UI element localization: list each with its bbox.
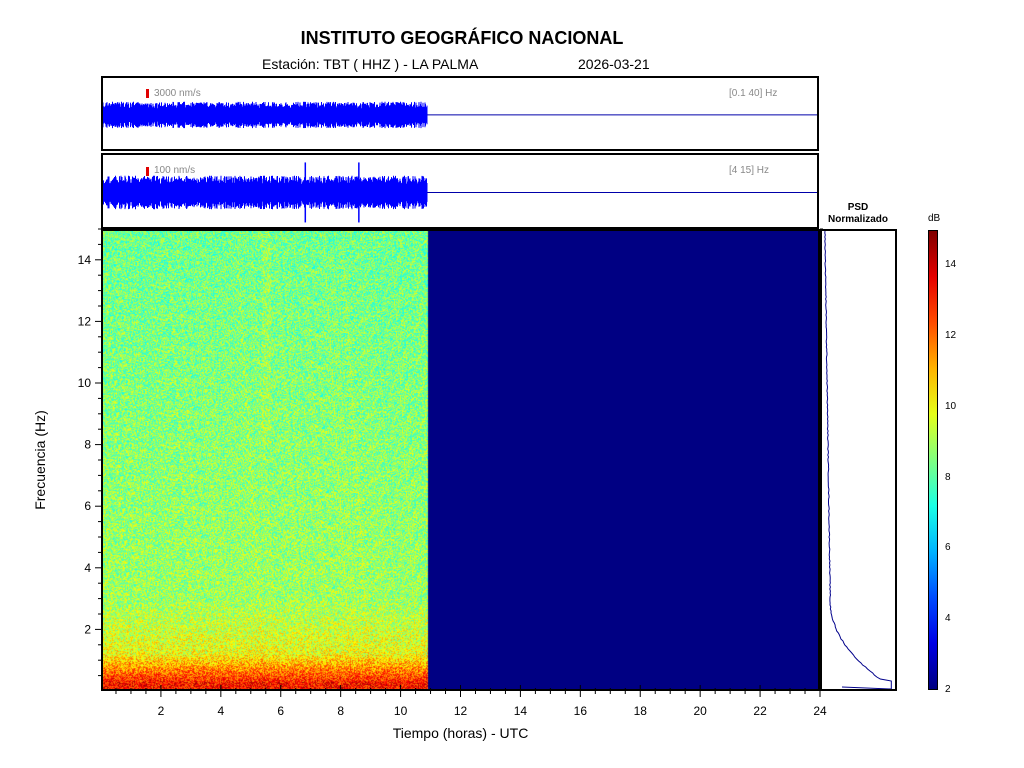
psd-title: PSD Normalizado bbox=[818, 202, 898, 226]
page-title: INSTITUTO GEOGRÁFICO NACIONAL bbox=[300, 28, 624, 48]
x-tick-label: 18 bbox=[634, 704, 648, 718]
colorbar-tick-label: 14 bbox=[945, 259, 957, 271]
x-tick-label: 10 bbox=[394, 704, 408, 718]
psd-title-line1: PSD bbox=[847, 202, 869, 213]
waveform-signal bbox=[102, 175, 428, 210]
trace-panel-filtered: 100 nm/s [4 15] Hz bbox=[101, 153, 819, 229]
psd-title-line2: Normalizado bbox=[827, 214, 888, 225]
trace-scale-label: 3000 nm/s bbox=[154, 88, 201, 99]
psd-line bbox=[824, 230, 892, 690]
psd-panel bbox=[820, 229, 897, 691]
y-tick-label: 2 bbox=[84, 622, 91, 636]
spectrogram-plot bbox=[101, 229, 820, 691]
station-label: Estación: TBT ( HHZ ) - LA PALMA bbox=[262, 56, 479, 72]
trace-scale-label: 100 nm/s bbox=[154, 165, 196, 176]
colorbar-tick-label: 10 bbox=[945, 400, 957, 412]
trace-filtered-waveform bbox=[102, 162, 817, 223]
trace-broadband-waveform bbox=[102, 101, 817, 129]
y-axis-label: Frecuencia (Hz) bbox=[32, 410, 48, 510]
colorbar bbox=[928, 230, 938, 690]
x-tick-label: 22 bbox=[753, 704, 767, 718]
x-tick-label: 4 bbox=[217, 704, 224, 718]
waveform-signal bbox=[102, 101, 428, 129]
trace-panel-broadband: 3000 nm/s [0.1 40] Hz bbox=[101, 76, 819, 151]
x-axis-label: Tiempo (horas) - UTC bbox=[392, 725, 529, 741]
x-tick-label: 12 bbox=[454, 704, 468, 718]
y-tick-label: 4 bbox=[84, 561, 91, 575]
colorbar-gradient bbox=[929, 231, 937, 689]
colorbar-tick-label: 8 bbox=[945, 471, 951, 483]
trace-band-label: [4 15] Hz bbox=[729, 165, 770, 176]
y-tick-label: 14 bbox=[78, 253, 92, 267]
x-tick-label: 2 bbox=[158, 704, 165, 718]
y-tick-label: 8 bbox=[84, 438, 91, 452]
trace-band-label: [0.1 40] Hz bbox=[729, 88, 778, 99]
x-tick-label: 16 bbox=[574, 704, 588, 718]
x-tick-label: 8 bbox=[337, 704, 344, 718]
colorbar-label: dB bbox=[928, 213, 941, 224]
colorbar-tick-label: 12 bbox=[945, 330, 957, 342]
date-label: 2026-03-21 bbox=[578, 56, 650, 72]
scale-bar-marker bbox=[146, 167, 149, 176]
x-tick-label: 20 bbox=[693, 704, 707, 718]
colorbar-tick-label: 6 bbox=[945, 542, 951, 554]
scale-bar-marker bbox=[146, 89, 149, 98]
x-tick-label: 24 bbox=[813, 704, 827, 718]
y-tick-label: 6 bbox=[84, 499, 91, 513]
psd-curve bbox=[824, 230, 892, 690]
y-tick-label: 12 bbox=[78, 314, 92, 328]
colorbar-tick-label: 2 bbox=[945, 684, 951, 695]
spectrogram-image bbox=[101, 229, 820, 691]
x-tick-label: 6 bbox=[277, 704, 284, 718]
x-tick-label: 14 bbox=[514, 704, 528, 718]
y-tick-label: 10 bbox=[78, 376, 92, 390]
colorbar-tick-label: 4 bbox=[945, 613, 951, 625]
